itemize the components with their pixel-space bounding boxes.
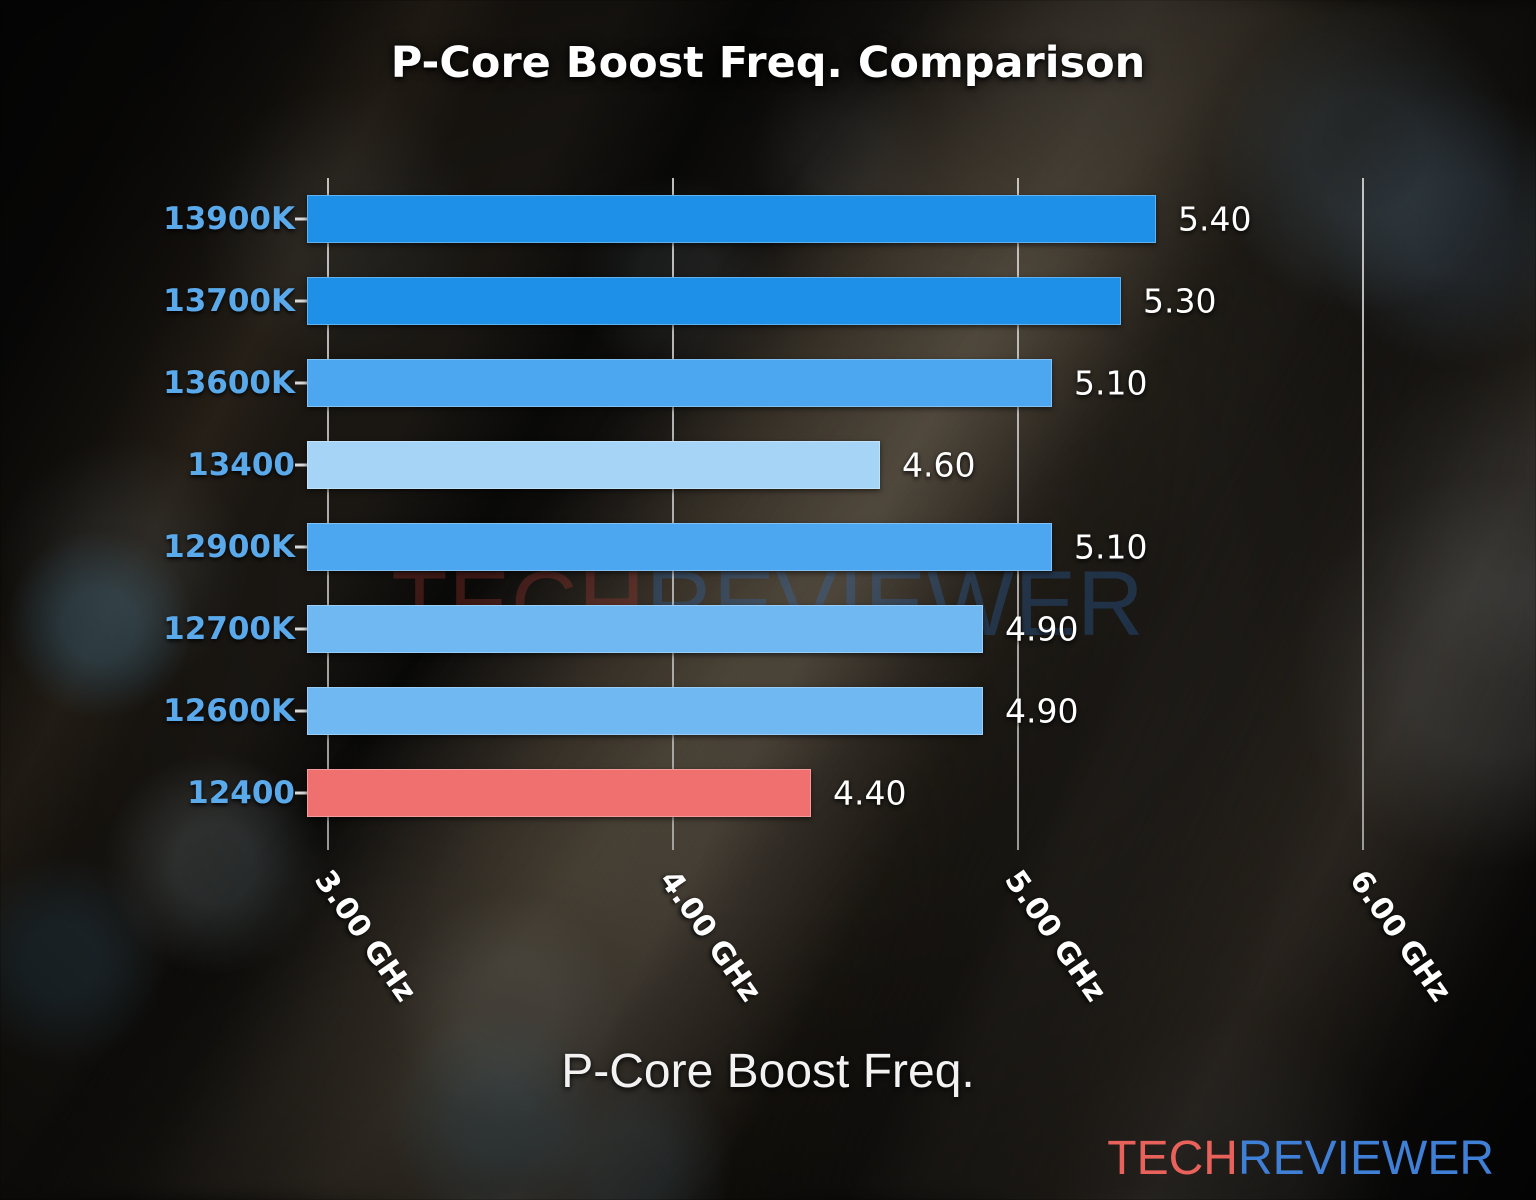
x-tick-label: 4.00 GHz [652, 864, 768, 1009]
bar-12700k[interactable] [307, 605, 983, 653]
value-label-13600k: 5.10 [1074, 363, 1148, 403]
bar-12400[interactable] [307, 769, 811, 817]
x-tick-label: 6.00 GHz [1342, 864, 1458, 1009]
logo-reviewer: REVIEWER [1237, 1132, 1494, 1185]
gridline-3-00-ghz [326, 178, 329, 850]
y-axis-tick [295, 627, 307, 631]
value-label-13400: 4.60 [902, 445, 976, 485]
logo-tech: TECH [1107, 1132, 1238, 1185]
bar-12600k[interactable] [307, 687, 983, 735]
y-axis-tick [295, 709, 307, 713]
category-label-12600k: 12600K [163, 693, 295, 729]
category-label-13900k: 13900K [163, 201, 295, 237]
y-axis-tick [295, 545, 307, 549]
bar-12900k[interactable] [307, 523, 1052, 571]
value-label-13700k: 5.30 [1143, 281, 1217, 321]
y-axis-tick [295, 791, 307, 795]
gridline-4-00-ghz [671, 178, 674, 850]
x-tick-label: 3.00 GHz [307, 864, 423, 1009]
value-label-12700k: 4.90 [1005, 609, 1079, 649]
category-label-12700k: 12700K [163, 611, 295, 647]
bar-13900k[interactable] [307, 195, 1156, 243]
gridline-6-00-ghz [1361, 178, 1364, 850]
bar-row: 13700K 5.30 [0, 260, 1536, 342]
bar-row: 12900K 5.10 [0, 506, 1536, 588]
category-label-12900k: 12900K [163, 529, 295, 565]
bar-row: 13400 4.60 [0, 424, 1536, 506]
category-label-13700k: 13700K [163, 283, 295, 319]
value-label-13900k: 5.40 [1178, 199, 1252, 239]
gridline-5-00-ghz [1016, 178, 1019, 850]
category-label-12400: 12400 [187, 775, 295, 811]
bar-13700k[interactable] [307, 277, 1121, 325]
y-axis-tick [295, 381, 307, 385]
y-axis-tick [295, 463, 307, 467]
x-tick-label: 5.00 GHz [997, 864, 1113, 1009]
category-label-13600k: 13600K [163, 365, 295, 401]
bar-row: 12600K 4.90 [0, 670, 1536, 752]
y-axis-tick [295, 217, 307, 221]
bar-row: 12700K 4.90 [0, 588, 1536, 670]
y-axis-tick [295, 299, 307, 303]
bar-13400[interactable] [307, 441, 880, 489]
bar-row: 13600K 5.10 [0, 342, 1536, 424]
chart-title: P-Core Boost Freq. Comparison [390, 38, 1146, 88]
value-label-12900k: 5.10 [1074, 527, 1148, 567]
bar-row: 13900K 5.40 [0, 178, 1536, 260]
x-axis-label: P-Core Boost Freq. [561, 1045, 975, 1098]
techreviewer-logo: TECHREVIEWER [1107, 1131, 1494, 1186]
value-label-12400: 4.40 [833, 773, 907, 813]
category-label-13400: 13400 [187, 447, 295, 483]
value-label-12600k: 4.90 [1005, 691, 1079, 731]
bar-13600k[interactable] [307, 359, 1052, 407]
bar-row: 12400 4.40 [0, 752, 1536, 834]
